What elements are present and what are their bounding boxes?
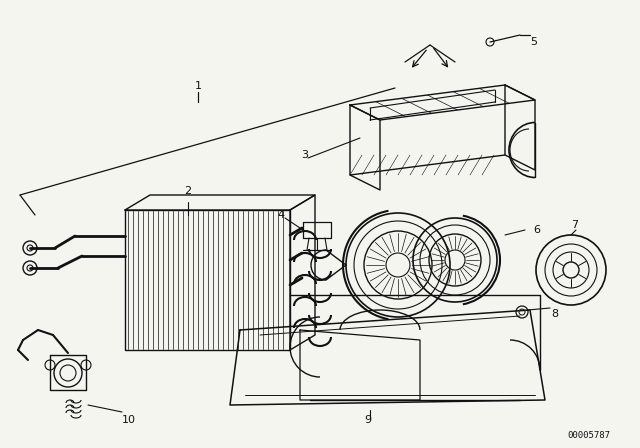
Text: 00005787: 00005787 xyxy=(567,431,610,440)
Text: 6: 6 xyxy=(533,225,540,235)
Text: 3: 3 xyxy=(301,150,308,160)
Text: 2: 2 xyxy=(184,186,191,196)
Text: 10: 10 xyxy=(122,415,136,425)
Text: 8: 8 xyxy=(551,309,558,319)
Text: 9: 9 xyxy=(364,415,372,425)
Text: 1: 1 xyxy=(195,81,202,91)
Text: 4: 4 xyxy=(278,210,285,220)
Text: 7: 7 xyxy=(572,220,579,230)
Text: 5: 5 xyxy=(530,37,537,47)
